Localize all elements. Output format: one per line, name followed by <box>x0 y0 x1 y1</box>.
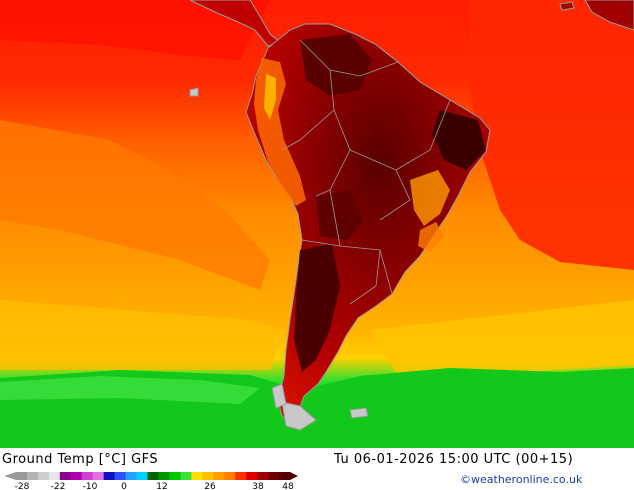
scale-swatch <box>180 472 192 480</box>
map-title: Ground Temp [°C] GFS <box>2 452 159 467</box>
ocean-yellow-southeast <box>370 300 634 380</box>
ocean-hot-north <box>0 0 270 60</box>
ocean-orange-pacific <box>0 120 270 290</box>
scale-swatch <box>26 472 39 480</box>
scale-swatch <box>268 472 280 480</box>
caribbean-island <box>584 0 634 31</box>
scale-swatch <box>16 472 28 480</box>
scale-label: 0 <box>121 482 127 490</box>
scale-swatch <box>235 472 247 480</box>
ocean-warm-atlantic <box>470 0 634 270</box>
scale-swatch <box>37 472 50 480</box>
scale-label: 26 <box>204 482 216 490</box>
scale-label: -28 <box>15 482 30 490</box>
caribbean-island-small <box>559 1 575 11</box>
temperature-map <box>0 0 634 448</box>
scale-swatch <box>70 472 83 480</box>
scale-swatch <box>125 472 137 480</box>
scale-swatch <box>202 472 214 480</box>
scale-label: -22 <box>51 482 66 490</box>
scale-swatch <box>136 472 148 480</box>
scale-swatch <box>59 472 72 480</box>
scale-swatch <box>169 472 181 480</box>
scale-swatch <box>114 472 126 480</box>
hot-spot-amazon <box>300 34 372 96</box>
country-borders <box>281 39 451 305</box>
scale-swatch <box>213 472 225 480</box>
credit-link[interactable]: ©weatheronline.co.uk <box>460 473 583 486</box>
scale-swatch <box>257 472 269 480</box>
scale-label: 12 <box>156 482 167 490</box>
map-footer: Ground Temp [°C] GFS Tu 06-01-2026 15:00… <box>0 448 634 490</box>
scale-swatch <box>246 472 258 480</box>
scale-swatch <box>147 472 159 480</box>
galapagos-island <box>189 87 199 97</box>
ocean-yellow-south <box>0 300 285 370</box>
scale-swatch <box>48 472 61 480</box>
scale-swatch <box>191 472 203 480</box>
scale-swatch <box>224 472 236 480</box>
scale-label: 38 <box>252 482 264 490</box>
scale-swatch <box>92 472 105 480</box>
scale-label: -10 <box>83 482 98 490</box>
andes-yellow-strip <box>264 74 276 120</box>
color-scale: -28 -22 -10 0 12 26 38 48 <box>4 472 298 490</box>
ocean-light-green <box>0 376 260 404</box>
chile-archipelago <box>271 383 287 409</box>
scale-swatch <box>81 472 94 480</box>
hot-spot-northeast-brazil <box>432 110 486 170</box>
brazil-coast-band <box>418 222 444 252</box>
tierra-del-fuego <box>281 401 317 431</box>
hot-spot-chaco <box>316 190 364 240</box>
brazil-plateau-band <box>410 170 450 226</box>
hot-spot-argentina <box>294 244 340 372</box>
scale-arrow-left <box>4 472 16 480</box>
forecast-datetime: Tu 06-01-2026 15:00 UTC (00+15) <box>334 452 574 467</box>
falkland-islands <box>349 407 369 419</box>
scale-label: 48 <box>282 482 294 490</box>
scale-arrow-right <box>290 472 298 480</box>
scale-swatch <box>103 472 116 480</box>
scale-swatch <box>158 472 170 480</box>
scale-swatch <box>279 472 291 480</box>
